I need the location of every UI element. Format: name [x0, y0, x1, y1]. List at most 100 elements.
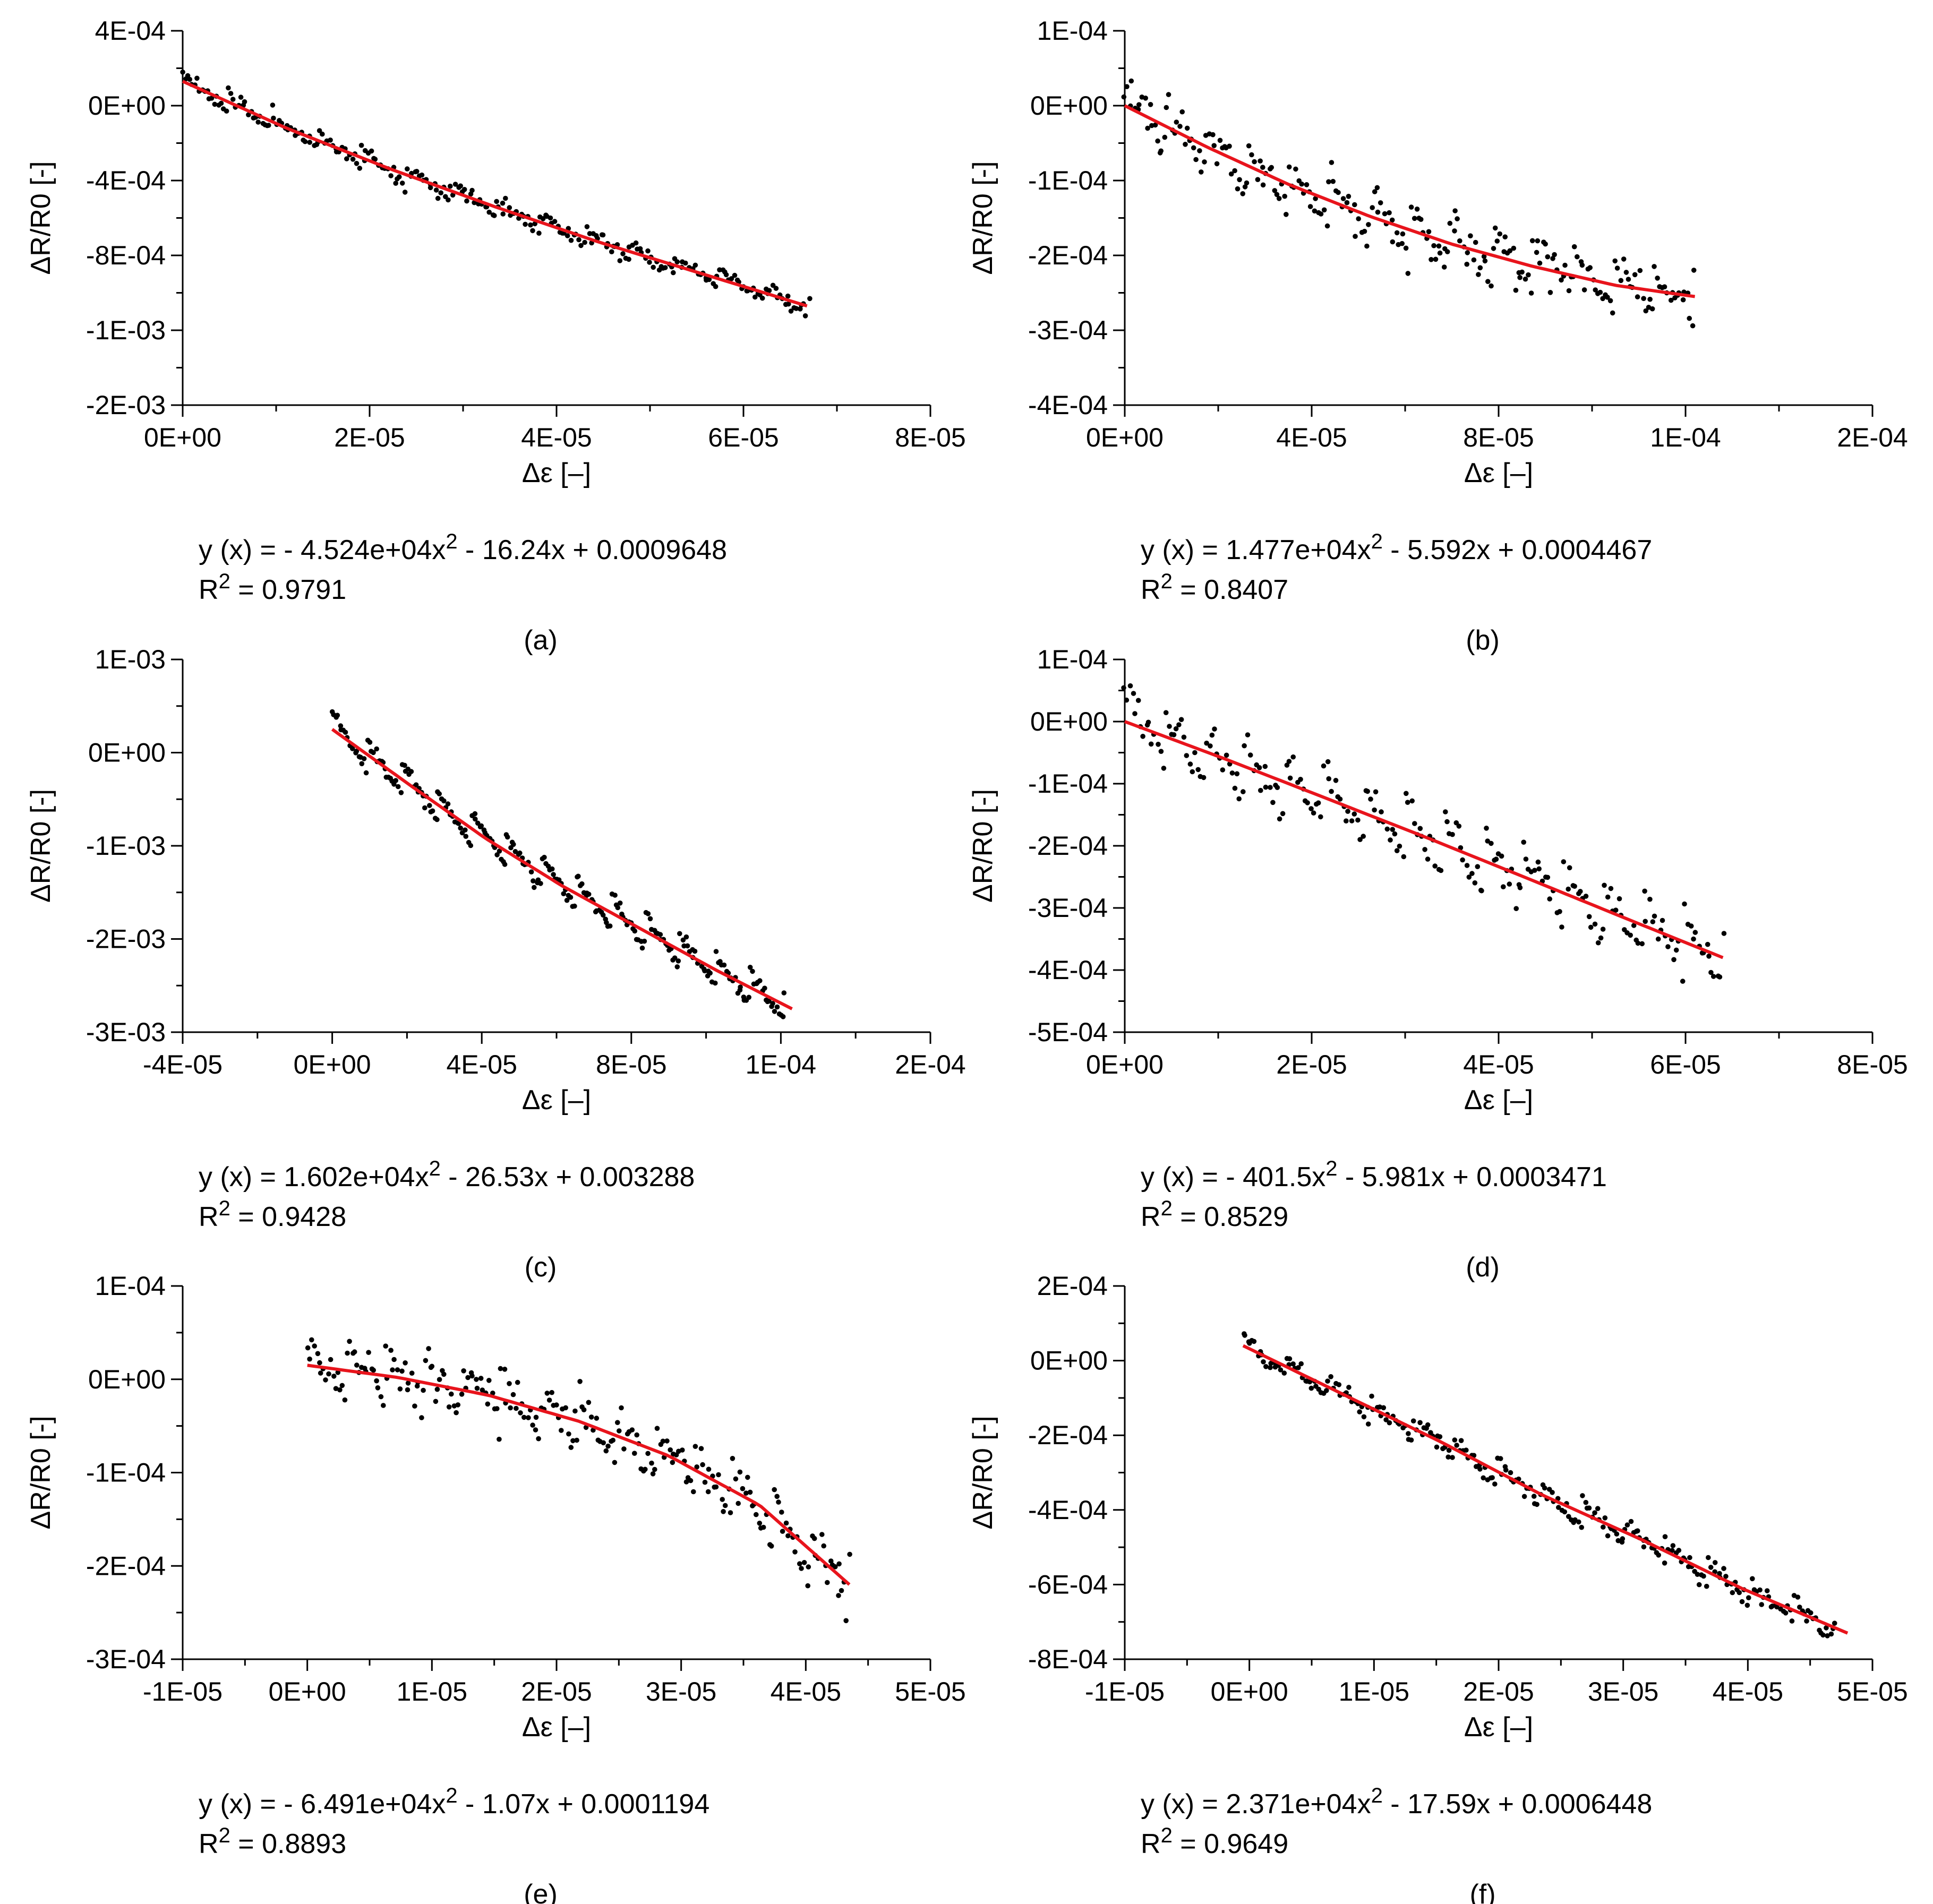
scatter-point: [1472, 880, 1478, 886]
x-tick-label: 3E-05: [646, 1677, 716, 1706]
scatter-point: [1268, 1360, 1273, 1366]
scatter-point: [1489, 840, 1494, 846]
y-axis-title: ΔR/R0 [-]: [25, 161, 56, 275]
scatter-point: [335, 1370, 341, 1375]
scatter-point: [766, 998, 772, 1004]
scatter-point: [1272, 188, 1278, 193]
scatter-point: [552, 219, 558, 224]
x-tick-label: 4E-05: [771, 1677, 841, 1706]
scatter-point: [579, 881, 585, 887]
scatter-point: [1372, 807, 1377, 813]
scatter-series: [1121, 683, 1727, 984]
r-squared-prefix: R: [199, 1202, 219, 1232]
r-squared-text: R2 = 0.9428: [199, 1197, 346, 1232]
scatter-point: [1190, 769, 1195, 775]
y-tick-label: -2E-03: [86, 924, 166, 954]
scatter-point: [1373, 789, 1379, 795]
scatter-point: [445, 801, 451, 807]
scatter-point: [1281, 1370, 1287, 1376]
scatter-point: [1632, 272, 1638, 278]
fit-curve: [182, 80, 808, 308]
scatter-point: [603, 1448, 609, 1454]
scatter-point: [342, 1397, 348, 1403]
scatter-point: [1739, 1599, 1745, 1605]
scatter-point: [1171, 732, 1177, 737]
scatter-point: [1404, 791, 1409, 796]
scatter-point: [266, 123, 271, 128]
scatter-point: [320, 131, 325, 137]
scatter-point: [1519, 269, 1525, 275]
scatter-point: [494, 852, 500, 857]
fit-equation-suffix: - 5.981x + 0.0003471: [1337, 1162, 1606, 1193]
scatter-point: [209, 96, 215, 101]
scatter-point: [563, 1405, 568, 1411]
scatter-point: [441, 1371, 447, 1377]
scatter-series: [1242, 1331, 1837, 1639]
scatter-point: [536, 1436, 541, 1442]
x-tick-label: 2E-04: [895, 1050, 965, 1079]
x-axis-title: Δε [–]: [1464, 458, 1533, 488]
scatter-point: [1588, 924, 1594, 930]
scatter-point: [536, 230, 542, 236]
scatter-point: [1256, 765, 1262, 770]
scatter-point: [1357, 1409, 1362, 1414]
scatter-point: [1562, 1509, 1568, 1515]
x-axis-title: Δε [–]: [1464, 1712, 1533, 1743]
scatter-point: [478, 1376, 484, 1381]
scatter-point: [1199, 169, 1204, 175]
scatter-point: [1759, 1602, 1764, 1607]
scatter-point: [692, 262, 698, 268]
scatter-point: [449, 1391, 454, 1397]
scatter-point: [1550, 256, 1555, 261]
scatter-point: [1220, 767, 1226, 773]
scatter-point: [526, 1415, 531, 1420]
scatter-point: [1545, 874, 1551, 880]
scatter-point: [1355, 817, 1361, 823]
scatter-point: [1656, 1553, 1661, 1558]
scatter-point: [805, 1583, 810, 1589]
scatter-point: [570, 1438, 576, 1444]
scatter-point: [1647, 296, 1653, 302]
scatter-point: [374, 1378, 379, 1384]
scatter-point: [1457, 238, 1462, 244]
scatter-point: [1382, 211, 1388, 217]
scatter-point: [578, 243, 584, 248]
y-tick-label: 1E-04: [1037, 16, 1108, 46]
scatter-point: [1361, 1414, 1367, 1420]
scatter-point: [1746, 1595, 1751, 1600]
scatter-point: [361, 756, 367, 761]
scatter-point: [601, 1440, 606, 1446]
chart-panel-d: 0E+00 2E-05 4E-05 6E-05 8E-05 1E-04 0E+00 -1E-0…: [968, 645, 1908, 1283]
y-tick-label: 1E-03: [95, 645, 166, 674]
scatter-point: [1401, 854, 1407, 860]
scatter-point: [706, 1466, 712, 1472]
scatter-point: [1489, 283, 1494, 289]
scatter-point: [503, 195, 508, 201]
scatter-point: [371, 1367, 376, 1373]
scatter-point: [1631, 923, 1637, 928]
scatter-point: [632, 1451, 637, 1456]
scatter-point: [1403, 245, 1409, 251]
scatter-point: [1234, 771, 1240, 777]
scatter-point: [1298, 1361, 1304, 1367]
fit-curve: [331, 728, 793, 1010]
r-squared-text: R2 = 0.8407: [1141, 570, 1288, 605]
scatter-point: [645, 1451, 651, 1456]
scatter-point: [1477, 1466, 1483, 1472]
x-tick-label: 0E+00: [144, 423, 221, 452]
chart-panel-a: 0E+00 2E-05 4E-05 6E-05 8E-05 4E-04 0E+00 -4E-0…: [25, 16, 966, 656]
scatter-point: [1446, 1447, 1452, 1453]
scatter-point: [566, 1431, 571, 1437]
scatter-point: [1452, 208, 1458, 213]
scatter-point: [270, 102, 276, 108]
scatter-point: [1566, 288, 1572, 294]
scatter-point: [617, 258, 623, 263]
scatter-point: [1262, 764, 1268, 769]
scatter-point: [419, 1415, 424, 1420]
scatter-point: [1655, 276, 1660, 281]
scatter-point: [1511, 245, 1517, 251]
scatter-point: [1156, 742, 1161, 747]
scatter-point: [1620, 1536, 1626, 1541]
scatter-point: [642, 938, 647, 944]
r-squared-prefix: R: [199, 1829, 219, 1859]
